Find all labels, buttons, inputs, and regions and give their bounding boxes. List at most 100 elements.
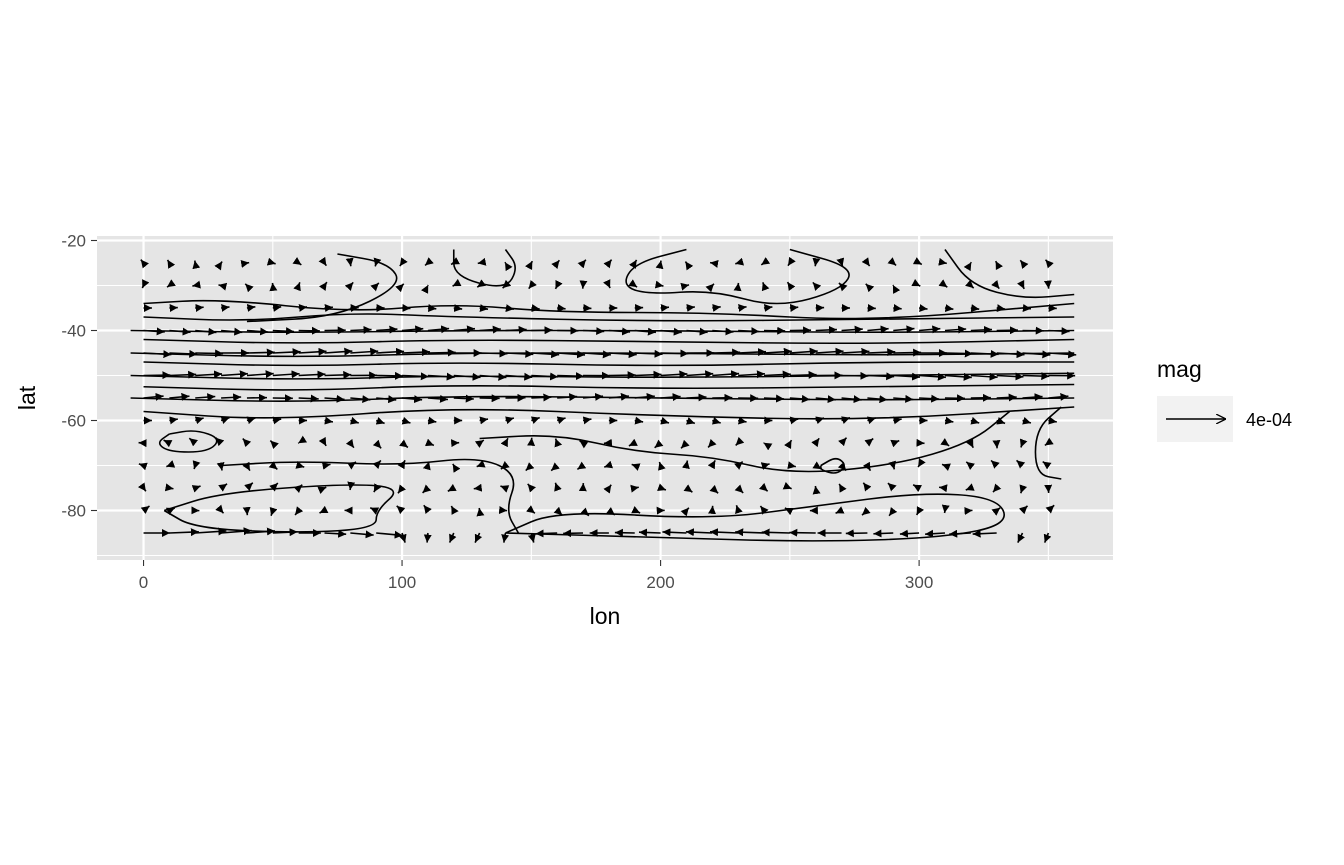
vector-arrow bbox=[272, 370, 300, 379]
vector-arrow bbox=[893, 416, 902, 425]
vector-arrow bbox=[269, 506, 278, 517]
vector-arrow bbox=[324, 394, 345, 403]
vector-arrow bbox=[195, 527, 227, 536]
vector-arrow bbox=[763, 303, 773, 312]
vector-arrow bbox=[324, 370, 352, 379]
vector-arrow bbox=[685, 528, 713, 537]
vector-arrow bbox=[1015, 459, 1026, 469]
vector-arrow bbox=[1045, 504, 1055, 514]
vector-arrow bbox=[272, 327, 295, 336]
vector-arrow bbox=[220, 416, 230, 424]
vector-arrow bbox=[888, 507, 898, 517]
vector-arrow bbox=[141, 279, 150, 289]
vector-arrow bbox=[603, 484, 612, 494]
contour-line bbox=[130, 329, 1075, 333]
vector-arrow bbox=[324, 303, 333, 312]
contour-line bbox=[820, 457, 845, 474]
vector-arrow bbox=[760, 257, 771, 266]
vector-arrow bbox=[577, 259, 587, 269]
vector-arrow bbox=[502, 279, 512, 289]
vector-arrow bbox=[551, 259, 561, 270]
y-tick-label: -60 bbox=[61, 412, 86, 431]
vector-arrow bbox=[501, 532, 510, 543]
vector-arrow bbox=[965, 279, 975, 289]
vector-arrow bbox=[990, 459, 1000, 469]
vector-arrow bbox=[165, 507, 176, 515]
vector-arrow bbox=[423, 532, 432, 543]
vector-arrow bbox=[787, 256, 796, 267]
y-axis-ticks: -20 -40 -60 -80 bbox=[61, 232, 97, 521]
vector-arrow bbox=[293, 282, 301, 292]
vector-arrow bbox=[680, 439, 690, 449]
vector-arrow bbox=[399, 257, 408, 267]
vector-arrow bbox=[603, 259, 613, 269]
vector-arrow bbox=[1017, 279, 1025, 290]
vector-arrow bbox=[166, 279, 176, 288]
vector-arrow bbox=[1022, 416, 1032, 425]
vector-arrow bbox=[556, 416, 566, 425]
vector-arrow bbox=[527, 532, 536, 543]
vector-arrow bbox=[965, 461, 976, 471]
contour-line bbox=[625, 248, 850, 305]
contour-line bbox=[143, 361, 1075, 367]
vector-arrow bbox=[864, 437, 874, 447]
vector-arrow bbox=[887, 257, 897, 267]
vector-arrow bbox=[925, 529, 946, 538]
vector-arrow bbox=[453, 304, 463, 313]
y-tick-label: -80 bbox=[61, 502, 86, 521]
contour-line bbox=[246, 253, 398, 323]
vector-arrow bbox=[137, 482, 147, 492]
vector-arrow bbox=[163, 439, 173, 448]
vector-arrow bbox=[685, 417, 696, 425]
vector-arrow bbox=[214, 261, 223, 271]
vector-arrow bbox=[298, 347, 327, 356]
vector-arrow bbox=[554, 482, 562, 492]
vector-arrow bbox=[629, 259, 638, 269]
vector-arrow bbox=[195, 349, 224, 358]
vector-arrow bbox=[317, 486, 327, 495]
vector-arrow bbox=[815, 325, 837, 334]
vector-arrow bbox=[246, 348, 275, 357]
vector-arrow bbox=[215, 504, 225, 514]
vector-arrow bbox=[350, 347, 379, 356]
vector-arrow bbox=[944, 416, 954, 425]
vector-arrow bbox=[242, 438, 252, 448]
vector-arrow bbox=[576, 461, 587, 471]
vector-arrow bbox=[1017, 532, 1025, 543]
vector-arrow bbox=[711, 416, 721, 425]
vector-arrow bbox=[761, 528, 790, 537]
vector-arrow bbox=[397, 484, 407, 494]
vector-arrow bbox=[941, 463, 951, 471]
vector-arrow bbox=[268, 461, 278, 471]
vector-arrow bbox=[1018, 505, 1029, 515]
vector-arrow bbox=[321, 461, 331, 470]
vector-arrow bbox=[890, 439, 900, 448]
vector-arrow bbox=[841, 325, 863, 334]
vector-arrow bbox=[452, 278, 462, 287]
vector-arrow bbox=[658, 461, 666, 471]
vector-arrow bbox=[319, 505, 329, 514]
vector-arrow bbox=[861, 506, 871, 516]
vector-arrow bbox=[349, 416, 359, 425]
vector-arrow bbox=[660, 416, 670, 425]
vector-arrow bbox=[554, 438, 563, 448]
vector-arrow bbox=[376, 371, 404, 380]
vector-arrow bbox=[554, 279, 563, 290]
vector-arrow bbox=[401, 325, 424, 334]
vector-arrow bbox=[272, 303, 282, 312]
vector-arrow bbox=[244, 283, 254, 293]
vector-arrow bbox=[474, 439, 485, 448]
vector-arrow bbox=[786, 281, 796, 291]
vector-arrow bbox=[966, 438, 974, 449]
vector-arrow bbox=[681, 460, 690, 470]
vector-arrow bbox=[939, 484, 948, 493]
vector-arrow bbox=[298, 370, 326, 379]
vector-arrow bbox=[376, 325, 398, 334]
vector-arrow bbox=[970, 304, 980, 313]
vector-arrow bbox=[970, 416, 980, 425]
contour-line bbox=[944, 249, 1075, 299]
vector-arrow bbox=[654, 280, 664, 289]
vector-arrow bbox=[294, 506, 304, 516]
vector-arrow bbox=[318, 436, 327, 447]
